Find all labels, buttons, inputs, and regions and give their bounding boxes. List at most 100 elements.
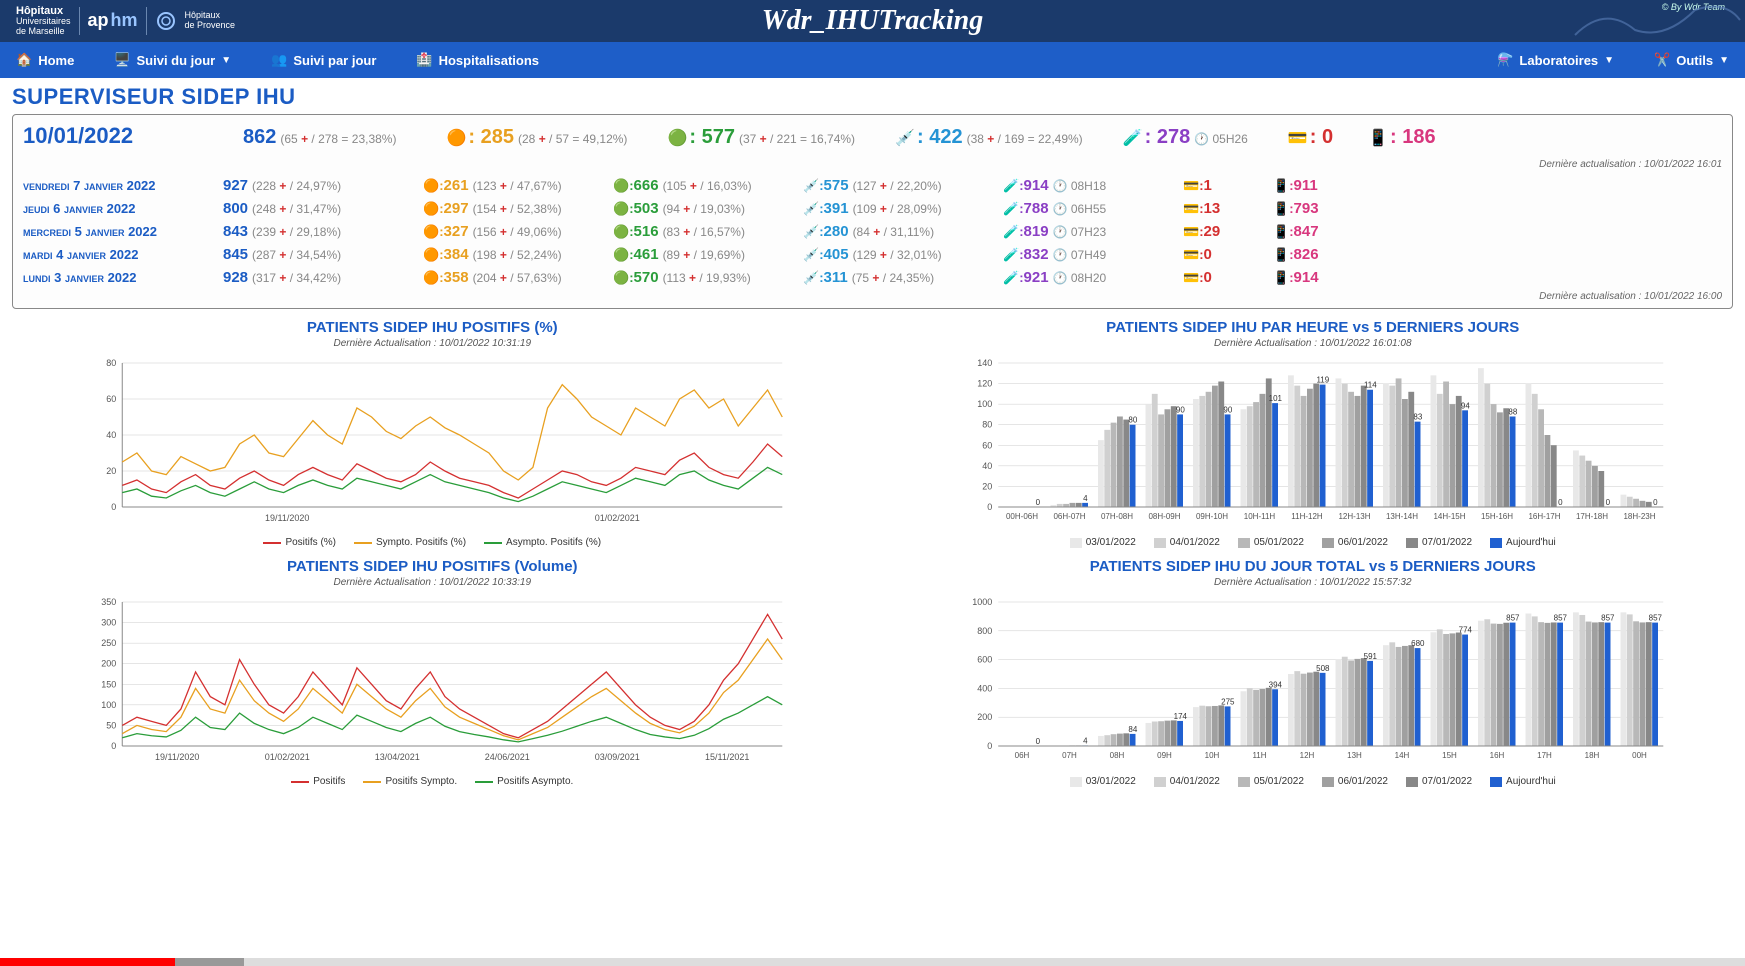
svg-text:591: 591	[1363, 652, 1377, 661]
chart-daily-block: PATIENTS SIDEP IHU DU JOUR TOTAL vs 5 DE…	[893, 558, 1734, 787]
spiral-icon	[155, 10, 177, 32]
chart-hourly-title: PATIENTS SIDEP IHU PAR HEURE vs 5 DERNIE…	[893, 319, 1734, 336]
svg-text:90: 90	[1175, 405, 1184, 414]
h-orange: 🟠 : 358 (204 + / 57,63%)	[423, 269, 613, 286]
svg-text:00H-06H: 00H-06H	[1005, 512, 1037, 521]
page-title: SUPERVISEUR SIDEP IHU	[12, 84, 1733, 110]
head-ok-icon: 🟢	[667, 128, 687, 148]
svg-text:15H-16H: 15H-16H	[1480, 512, 1512, 521]
h-total: 843 (239 + / 29,18%)	[223, 223, 423, 240]
video-progress-bar[interactable]	[0, 958, 1745, 966]
head-ok-icon: 🟢	[613, 178, 629, 194]
chart-vol-sub: Dernière Actualisation : 10/01/2022 10:3…	[12, 577, 853, 588]
nav-suivi-par-jour[interactable]: 👥Suivi par jour	[271, 52, 376, 68]
nav-home[interactable]: 🏠Home	[16, 52, 74, 68]
svg-text:150: 150	[101, 679, 116, 689]
nav-lab-label: Laboratoires	[1519, 53, 1598, 68]
chart-hourly-block: PATIENTS SIDEP IHU PAR HEURE vs 5 DERNIE…	[893, 319, 1734, 548]
svg-text:06H-07H: 06H-07H	[1053, 512, 1085, 521]
svg-text:857: 857	[1601, 614, 1615, 623]
svg-text:10H-11H: 10H-11H	[1243, 512, 1275, 521]
nav-outils[interactable]: ✂️Outils▼	[1654, 52, 1729, 68]
summary-panel: 10/01/2022 862 (65 + / 278 = 23,38%) 🟠 :…	[12, 114, 1733, 309]
nav-suivi-jour[interactable]: 🖥️Suivi du jour▼	[114, 52, 231, 68]
svg-text:08H: 08H	[1109, 751, 1124, 760]
h-green: 🟢 : 516 (83 + / 16,57%)	[613, 223, 803, 240]
chart-vol-title: PATIENTS SIDEP IHU POSITIFS (Volume)	[12, 558, 853, 575]
app-title: Wdr_IHUTracking	[762, 5, 983, 37]
legend-hourly: 03/01/202204/01/202205/01/202206/01/2022…	[893, 537, 1734, 548]
svg-text:0: 0	[1605, 498, 1610, 507]
h-cyan: 💉 : 391 (109 + / 28,09%)	[803, 200, 1003, 217]
svg-text:09H: 09H	[1157, 751, 1172, 760]
svg-text:12H-13H: 12H-13H	[1338, 512, 1370, 521]
h-orange: 🟠 : 384 (198 + / 52,24%)	[423, 246, 613, 263]
svg-text:13/04/2021: 13/04/2021	[375, 752, 420, 762]
nav-laboratoires[interactable]: ⚗️Laboratoires▼	[1497, 52, 1614, 68]
svg-text:0: 0	[987, 502, 992, 512]
syringe-icon: 💉	[895, 128, 915, 148]
logo-ap: ap	[88, 11, 109, 31]
h-total: 928 (317 + / 34,42%)	[223, 269, 423, 286]
metric-pink: 📱 : 186	[1368, 126, 1436, 149]
metric-total: 862 (65 + / 278 = 23,38%)	[243, 126, 396, 149]
chart-hourly-sub: Dernière Actualisation : 10/01/2022 16:0…	[893, 338, 1734, 349]
h-total: 927 (228 + / 24,97%)	[223, 177, 423, 194]
svg-text:4: 4	[1083, 736, 1088, 745]
h-pink: 📱 : 847	[1273, 223, 1363, 240]
head-ok-icon: 🟢	[613, 201, 629, 217]
svg-text:120: 120	[977, 379, 992, 389]
svg-text:200: 200	[977, 712, 992, 722]
svg-text:40: 40	[106, 430, 116, 440]
svg-text:60: 60	[106, 394, 116, 404]
svg-text:680: 680	[1411, 639, 1425, 648]
svg-text:114: 114	[1363, 381, 1376, 390]
nav-hosp-label: Hospitalisations	[439, 53, 539, 68]
svg-text:119: 119	[1316, 376, 1329, 385]
svg-text:140: 140	[977, 358, 992, 368]
svg-text:275: 275	[1221, 697, 1235, 706]
phone-icon: 📱	[1273, 224, 1289, 240]
hospital-icon: 🏥	[416, 52, 432, 68]
svg-text:80: 80	[982, 420, 992, 430]
chart-daily-title: PATIENTS SIDEP IHU DU JOUR TOTAL vs 5 DE…	[893, 558, 1734, 575]
card-icon: 💳	[1183, 247, 1199, 263]
svg-text:08H-09H: 08H-09H	[1148, 512, 1180, 521]
chart-vol: 05010015020025030035019/11/202001/02/202…	[12, 594, 853, 774]
played-segment	[0, 958, 175, 966]
card-icon: 💳	[1183, 178, 1199, 194]
nav-home-label: Home	[38, 53, 74, 68]
h-pink: 📱 : 793	[1273, 200, 1363, 217]
h-purple: 🧪 : 832 🕐 07H49	[1003, 246, 1183, 263]
h-green: 🟢 : 570 (113 + / 19,93%)	[613, 269, 803, 286]
svg-text:0: 0	[987, 741, 992, 751]
svg-text:88: 88	[1508, 407, 1517, 416]
head-mask-icon: 🟠	[423, 201, 439, 217]
history-row: lundi 3 janvier 2022928 (317 + / 34,42%)…	[23, 266, 1722, 289]
head-mask-icon: 🟠	[423, 178, 439, 194]
svg-text:80: 80	[1128, 416, 1137, 425]
chart-pct-block: PATIENTS SIDEP IHU POSITIFS (%) Dernière…	[12, 319, 853, 548]
h-pink: 📱 : 826	[1273, 246, 1363, 263]
syringe-icon: 💉	[803, 247, 819, 263]
logo-hm: hm	[111, 11, 138, 31]
nav-hospitalisations[interactable]: 🏥 Hospitalisations	[416, 52, 539, 68]
head-ok-icon: 🟢	[613, 270, 629, 286]
syringe-icon: 💉	[803, 270, 819, 286]
head-ok-icon: 🟢	[613, 224, 629, 240]
svg-text:100: 100	[977, 399, 992, 409]
tube-icon: 🧪	[1003, 201, 1019, 217]
card-icon: 💳	[1288, 128, 1308, 148]
svg-text:0: 0	[1653, 498, 1658, 507]
h-cyan: 💉 : 575 (127 + / 22,20%)	[803, 177, 1003, 194]
phone-icon: 📱	[1368, 128, 1388, 148]
svg-text:19/11/2020: 19/11/2020	[265, 513, 309, 523]
svg-text:24/06/2021: 24/06/2021	[485, 752, 530, 762]
h-cyan: 💉 : 280 (84 + / 31,11%)	[803, 223, 1003, 240]
chart-daily: 02004006008001000006H407H8408H17409H2751…	[893, 594, 1734, 774]
metric-orange: 🟠 : 285 (28 + / 57 = 49,12%)	[446, 126, 627, 149]
phone-icon: 📱	[1273, 178, 1289, 194]
org-logos: Hôpitaux Universitaires de Marseille ap …	[16, 5, 235, 37]
svg-text:0: 0	[111, 741, 116, 751]
svg-text:394: 394	[1268, 680, 1282, 689]
